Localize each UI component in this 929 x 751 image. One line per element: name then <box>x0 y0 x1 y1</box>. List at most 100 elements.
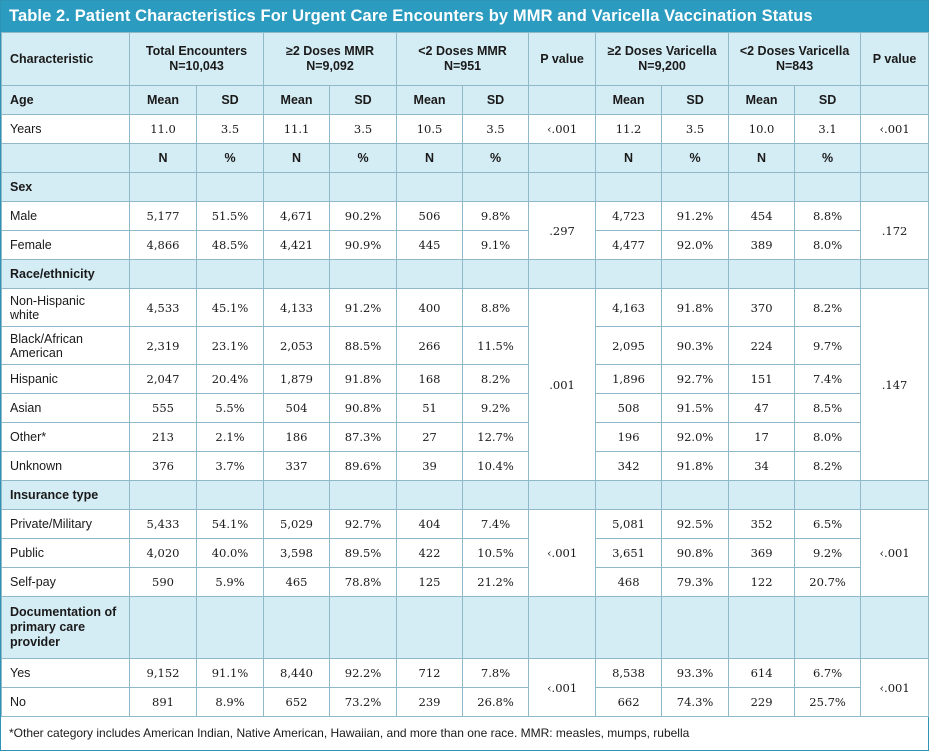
cell: 229 <box>728 687 796 717</box>
cell: 92.7% <box>329 509 398 539</box>
subheader-mean: Mean <box>263 85 331 115</box>
col-header-pvalue-varicella: P value <box>860 32 929 86</box>
cell: 26.8% <box>462 687 530 717</box>
cell: 3.5 <box>195 114 265 144</box>
cell: 17 <box>728 422 796 452</box>
cell: 506 <box>396 201 464 231</box>
table-row: Female 4,866 48.5% 4,421 90.9% 445 9.1% … <box>1 230 929 260</box>
cell: 376 <box>129 451 197 481</box>
empty-cell <box>860 85 929 115</box>
cell: 92.0% <box>661 422 730 452</box>
cell: 9.2% <box>462 393 530 423</box>
subheader-sd: SD <box>195 85 265 115</box>
table-row: No 891 8.9% 652 73.2% 239 26.8% 662 74.3… <box>1 687 929 717</box>
cell: 370 <box>728 288 796 327</box>
cell: 8.5% <box>794 393 862 423</box>
col-header-mmr-lt2: <2 Doses MMR N=951 <box>396 32 530 86</box>
cell: 196 <box>595 422 663 452</box>
cell: 122 <box>728 567 796 597</box>
cell: 662 <box>595 687 663 717</box>
col-header-characteristic: Characteristic <box>1 32 130 86</box>
table-row: Yes 9,152 91.1% 8,440 92.2% 712 7.8% ‹.0… <box>1 658 929 717</box>
cell: 92.7% <box>661 364 730 394</box>
table-row: Other* 213 2.1% 186 87.3% 27 12.7% 196 9… <box>1 422 929 452</box>
subheader-sd: SD <box>329 85 398 115</box>
subheader-mean: Mean <box>396 85 464 115</box>
row-label: Female <box>1 230 130 260</box>
cell: 3.5 <box>329 114 398 144</box>
cell: 21.2% <box>462 567 530 597</box>
section-label-age: Age <box>1 85 130 115</box>
cell: 7.4% <box>794 364 862 394</box>
cell: 90.2% <box>329 201 398 231</box>
cell: 88.5% <box>329 326 398 365</box>
cell: 891 <box>129 687 197 717</box>
subheader-mean: Mean <box>595 85 663 115</box>
cell: 125 <box>396 567 464 597</box>
cell: 90.8% <box>329 393 398 423</box>
cell: 9.8% <box>462 201 530 231</box>
subheader-pct: % <box>794 143 862 173</box>
cell: 11.2 <box>595 114 663 144</box>
subheader-pct: % <box>661 143 730 173</box>
table-row: Non-Hispanic white 4,533 45.1% 4,133 91.2… <box>1 288 929 481</box>
section-label-insurance: Insurance type <box>1 480 130 510</box>
cell: 8.2% <box>794 451 862 481</box>
row-label: Unknown <box>1 451 130 481</box>
col-header-total: Total Encounters N=10,043 <box>128 32 265 86</box>
cell: 87.3% <box>329 422 398 452</box>
cell: 92.2% <box>329 658 398 688</box>
cell: 465 <box>263 567 331 597</box>
subheader-mean: Mean <box>129 85 197 115</box>
cell: 40.0% <box>195 538 265 568</box>
cell: 11.1 <box>263 114 331 144</box>
count-subheader-row: N % N % N % N % N % <box>1 143 929 173</box>
col-header-varicella-2plus: ≥2 Doses Varicella N=9,200 <box>595 32 730 86</box>
patient-characteristics-table: Characteristic Total Encounters N=10,043 … <box>1 32 929 717</box>
p-value-cell: .147 <box>860 288 929 481</box>
cell: 10.5 <box>396 114 464 144</box>
cell: 12.7% <box>462 422 530 452</box>
cell: 4,866 <box>129 230 197 260</box>
cell: 5,029 <box>263 509 331 539</box>
cell: 239 <box>396 687 464 717</box>
section-row-sex: Sex <box>1 172 929 202</box>
row-label: Asian <box>1 393 130 423</box>
cell: 27 <box>396 422 464 452</box>
cell: 91.8% <box>329 364 398 394</box>
cell: 352 <box>728 509 796 539</box>
cell: 2,053 <box>263 326 331 365</box>
cell: 151 <box>728 364 796 394</box>
row-label: Male <box>1 201 130 231</box>
subheader-n: N <box>263 143 331 173</box>
row-label: Self-pay <box>1 567 130 597</box>
cell: 445 <box>396 230 464 260</box>
cell: 8.2% <box>462 364 530 394</box>
cell: 23.1% <box>195 326 265 365</box>
subheader-n: N <box>129 143 197 173</box>
section-label-sex: Sex <box>1 172 130 202</box>
section-label-race: Race/ethnicity <box>1 259 130 289</box>
table-row: Private/Military 5,433 54.1% 5,029 92.7%… <box>1 509 929 597</box>
cell: 2,095 <box>595 326 663 365</box>
cell: 92.0% <box>661 230 730 260</box>
cell: 91.1% <box>195 658 265 688</box>
cell: 186 <box>263 422 331 452</box>
cell: 92.5% <box>661 509 730 539</box>
cell: 8,440 <box>263 658 331 688</box>
subheader-sd: SD <box>794 85 862 115</box>
cell: 34 <box>728 451 796 481</box>
cell: 74.3% <box>661 687 730 717</box>
table-row: Unknown 376 3.7% 337 89.6% 39 10.4% 342 … <box>1 451 929 481</box>
cell: 590 <box>129 567 197 597</box>
cell: 9.7% <box>794 326 862 365</box>
empty-cell <box>1 143 130 173</box>
row-label: Public <box>1 538 130 568</box>
cell: 9.2% <box>794 538 862 568</box>
table-title: Table 2. Patient Characteristics For Urg… <box>1 1 928 32</box>
table-row: Hispanic 2,047 20.4% 1,879 91.8% 168 8.2… <box>1 364 929 394</box>
cell: 91.2% <box>661 201 730 231</box>
cell: 48.5% <box>195 230 265 260</box>
cell: 5.5% <box>195 393 265 423</box>
cell: 5,081 <box>595 509 663 539</box>
